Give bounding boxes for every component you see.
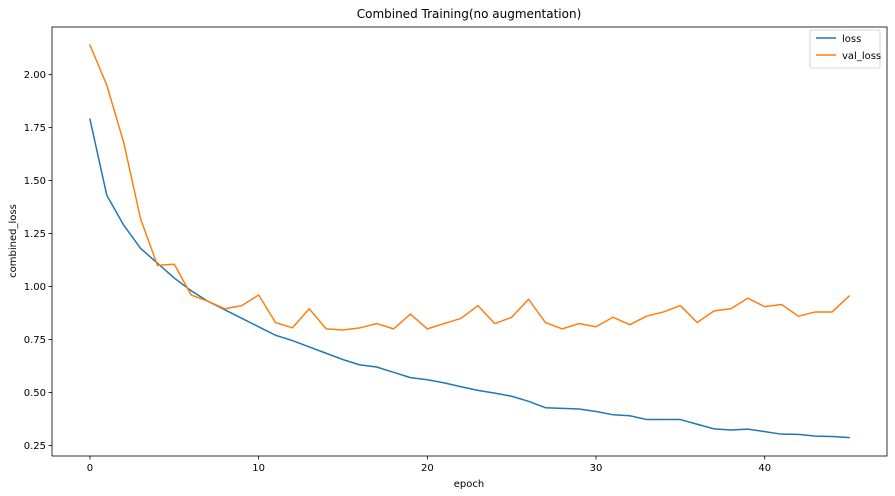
x-axis-label: epoch bbox=[454, 479, 484, 490]
y-tick-label: 1.50 bbox=[24, 176, 46, 187]
legend-label-val_loss: val_loss bbox=[842, 51, 881, 62]
x-tick-label: 30 bbox=[590, 463, 603, 474]
y-tick-label: 0.25 bbox=[24, 441, 46, 452]
y-axis-label: combined_loss bbox=[8, 204, 19, 278]
x-tick-label: 0 bbox=[87, 463, 93, 474]
y-tick-label: 2.00 bbox=[24, 70, 46, 81]
legend: loss val_loss bbox=[809, 29, 881, 69]
x-tick-label: 20 bbox=[421, 463, 434, 474]
y-tick-label: 0.75 bbox=[24, 335, 46, 346]
axes-frame bbox=[51, 26, 888, 457]
series-line-val_loss bbox=[88, 44, 851, 331]
y-tick-label: 0.50 bbox=[24, 388, 46, 399]
legend-box bbox=[809, 29, 881, 69]
x-tick-label: 40 bbox=[758, 463, 771, 474]
y-tick-label: 1.00 bbox=[24, 282, 46, 293]
chart-title: Combined Training(no augmentation) bbox=[357, 7, 582, 21]
series-line-loss bbox=[89, 118, 850, 439]
legend-label-loss: loss bbox=[842, 34, 861, 45]
y-tick-label: 1.75 bbox=[24, 123, 46, 134]
x-tick-label: 10 bbox=[252, 463, 265, 474]
plot-area: 0 10 20 30 40 0.25 0.50 0.75 1.00 1.25 1.50 1.75 2.0… bbox=[24, 26, 888, 474]
y-tick-label: 1.25 bbox=[24, 229, 46, 240]
